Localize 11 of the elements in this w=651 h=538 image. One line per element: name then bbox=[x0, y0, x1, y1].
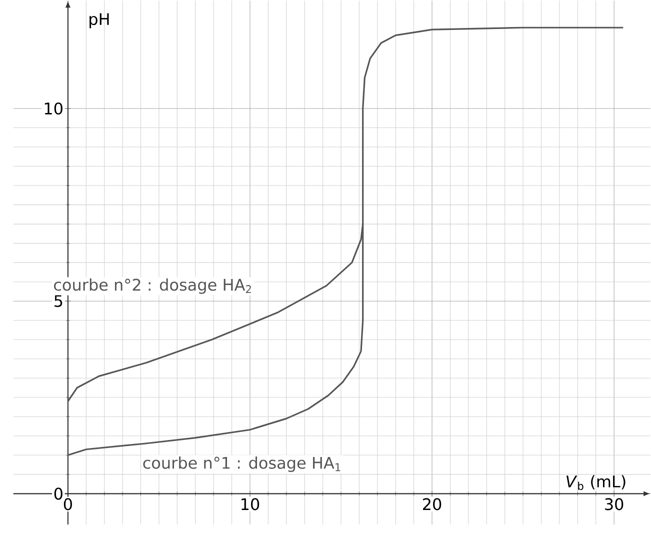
series-label: courbe n°2 : dosage HA$_{2}$ bbox=[54, 278, 251, 294]
y-tick-label: 0 bbox=[54, 488, 62, 500]
x-axis-title: V$_{b}$ (mL) bbox=[566, 475, 626, 490]
series-label: courbe n°1 : dosage HA$_{1}$ bbox=[143, 456, 340, 472]
x-tick-label: 0 bbox=[64, 498, 72, 510]
y-axis-title: pH bbox=[90, 13, 109, 28]
x-tick-label: 20 bbox=[423, 498, 442, 510]
y-tick-label: 5 bbox=[54, 295, 62, 308]
y-tick-label: 10 bbox=[44, 102, 62, 115]
x-tick-label: 30 bbox=[605, 498, 624, 510]
x-tick-label: 10 bbox=[242, 498, 260, 510]
